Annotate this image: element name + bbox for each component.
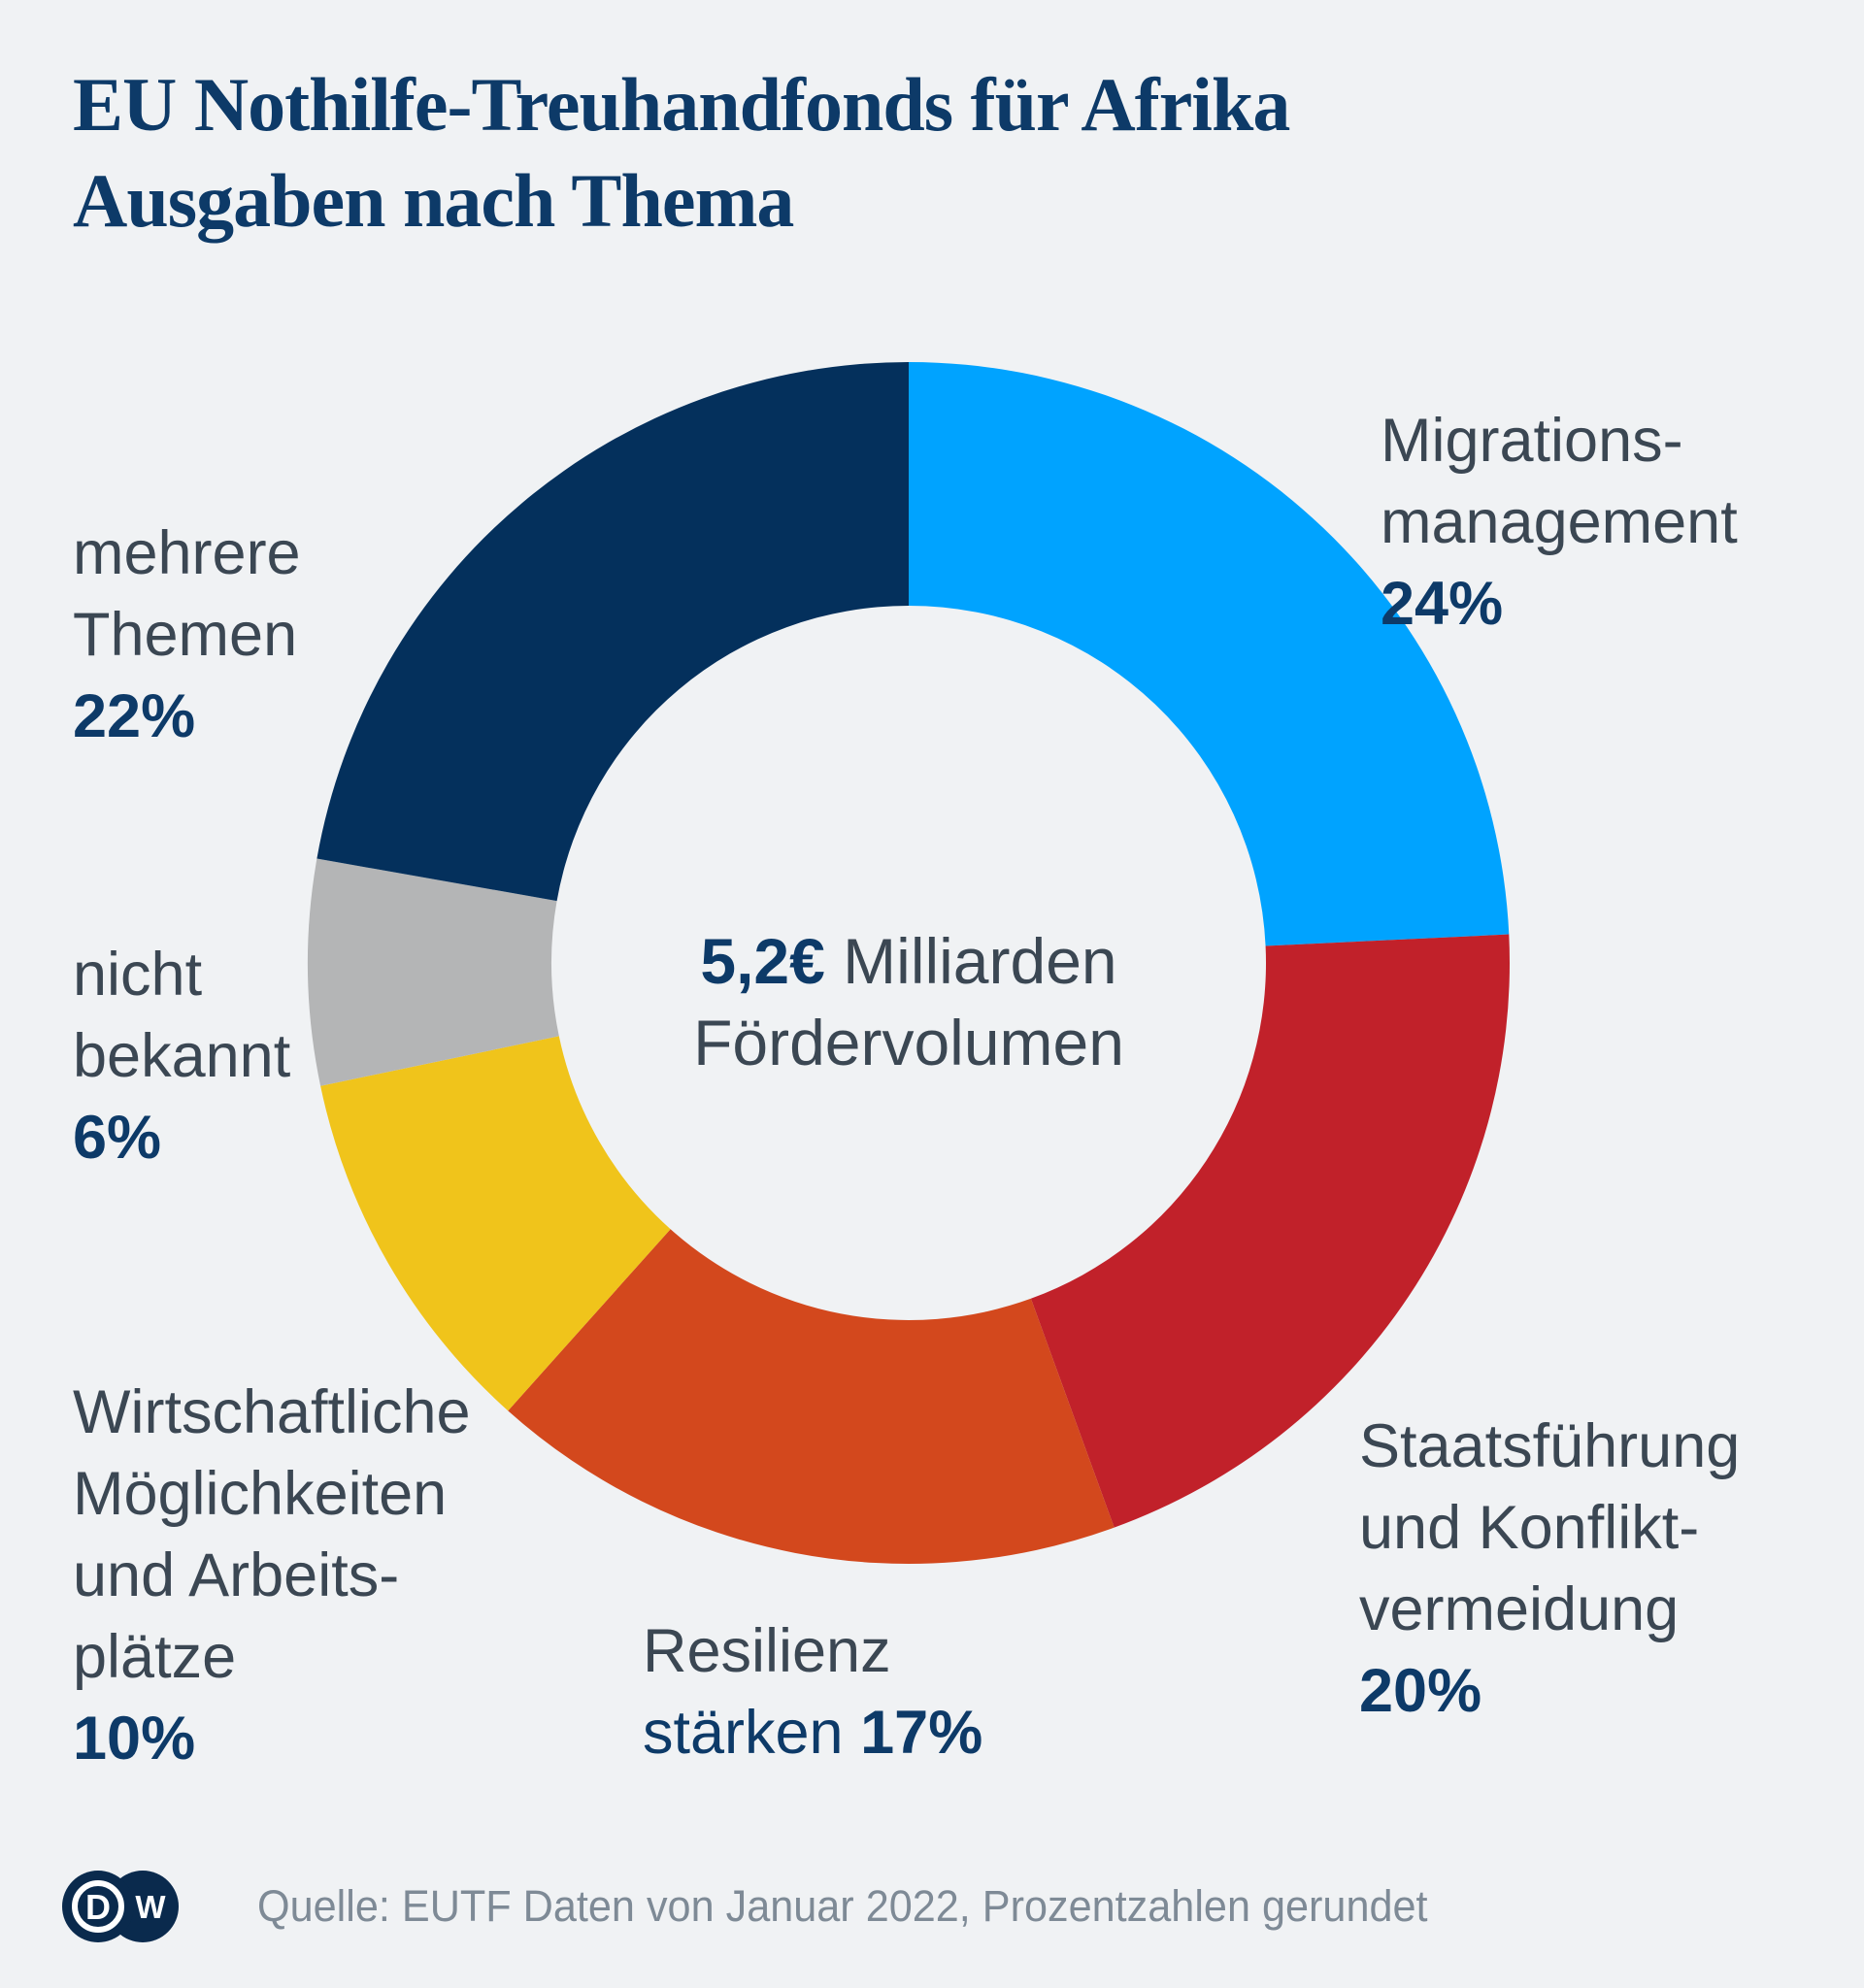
label-resilienz-staerken: Resilienz stärken 17%: [643, 1610, 1186, 1773]
label-line: bekannt: [73, 1022, 291, 1090]
label-line: management: [1381, 488, 1738, 556]
label-nicht-bekannt: nicht bekannt 6%: [73, 934, 481, 1178]
dw-logo-ring: [72, 1880, 124, 1933]
label-word: stärken: [643, 1699, 844, 1767]
label-line: plätze: [73, 1623, 237, 1691]
center-label-line-2: Fördervolumen: [693, 1007, 1124, 1078]
label-migrationsmanagement: Migrations- management 24%: [1381, 400, 1847, 645]
dw-logo: D W: [62, 1871, 179, 1942]
label-line: mehrere: [73, 519, 301, 587]
donut-center-label: 5,2€ Milliarden Fördervolumen: [569, 920, 1248, 1083]
label-mehrere-themen: mehrere Themen 22%: [73, 513, 481, 757]
donut-slice-resilienz-stärken: Resilienz stärken 17%: [508, 1229, 1115, 1565]
label-line: stärken 17%: [643, 1692, 1186, 1773]
label-line: Wirtschaftliche: [73, 1378, 471, 1446]
label-line: Migrations-: [1381, 407, 1683, 475]
funding-volume-unit: Milliarden: [824, 925, 1117, 997]
donut-slice-wirtschaftliche-möglichkeiten-und-arbeitsplätze: Wirtschaftliche Möglichkeiten und Arbeit…: [320, 1036, 671, 1411]
donut-slice-migrationsmanagement: Migrationsmanagement 24%: [909, 362, 1510, 946]
label-percent: 24%: [1381, 570, 1504, 638]
label-percent: 17%: [860, 1699, 983, 1767]
dw-logo-letter-w: W: [135, 1889, 166, 1925]
label-percent: 6%: [73, 1104, 162, 1172]
donut-slice-nicht-bekannt: nicht bekannt 6%: [308, 858, 559, 1086]
source-note: Quelle: EUTF Daten von Januar 2022, Proz…: [257, 1881, 1428, 1931]
label-line: Themen: [73, 601, 298, 669]
label-line: Staatsführung: [1359, 1412, 1741, 1480]
title-line-1: EU Nothilfe-Treuhandfonds für Afrika: [73, 62, 1290, 147]
label-line: Resilienz: [643, 1617, 891, 1685]
funding-volume-value: 5,2€: [700, 925, 825, 997]
dw-logo-letter-d: D: [85, 1887, 111, 1927]
label-line: nicht: [73, 941, 203, 1009]
label-percent: 20%: [1359, 1657, 1482, 1725]
label-staatsfuehrung: Staatsführung und Konflikt- vermeidung 2…: [1359, 1406, 1845, 1732]
center-label-line-1: 5,2€ Milliarden: [569, 920, 1248, 1002]
label-wirtschaftliche-moeglichkeiten: Wirtschaftliche Möglichkeiten und Arbeit…: [73, 1372, 529, 1779]
donut-slice-staatsführung-und-konfliktvermeidung: Staatsführung und Konfliktvermeidung 20%: [1030, 934, 1510, 1528]
title-line-2: Ausgaben nach Thema: [73, 158, 794, 243]
label-percent: 22%: [73, 682, 196, 750]
label-line: vermeidung: [1359, 1575, 1680, 1643]
label-line: und Arbeits-: [73, 1541, 400, 1609]
page-title: EU Nothilfe-Treuhandfonds für Afrika Aus…: [73, 56, 1290, 248]
label-line: und Konflikt-: [1359, 1494, 1700, 1562]
label-line: Möglichkeiten: [73, 1460, 448, 1528]
label-percent: 10%: [73, 1705, 196, 1773]
donut-slice-mehrere-themen: mehrere Themen 22%: [316, 362, 909, 902]
